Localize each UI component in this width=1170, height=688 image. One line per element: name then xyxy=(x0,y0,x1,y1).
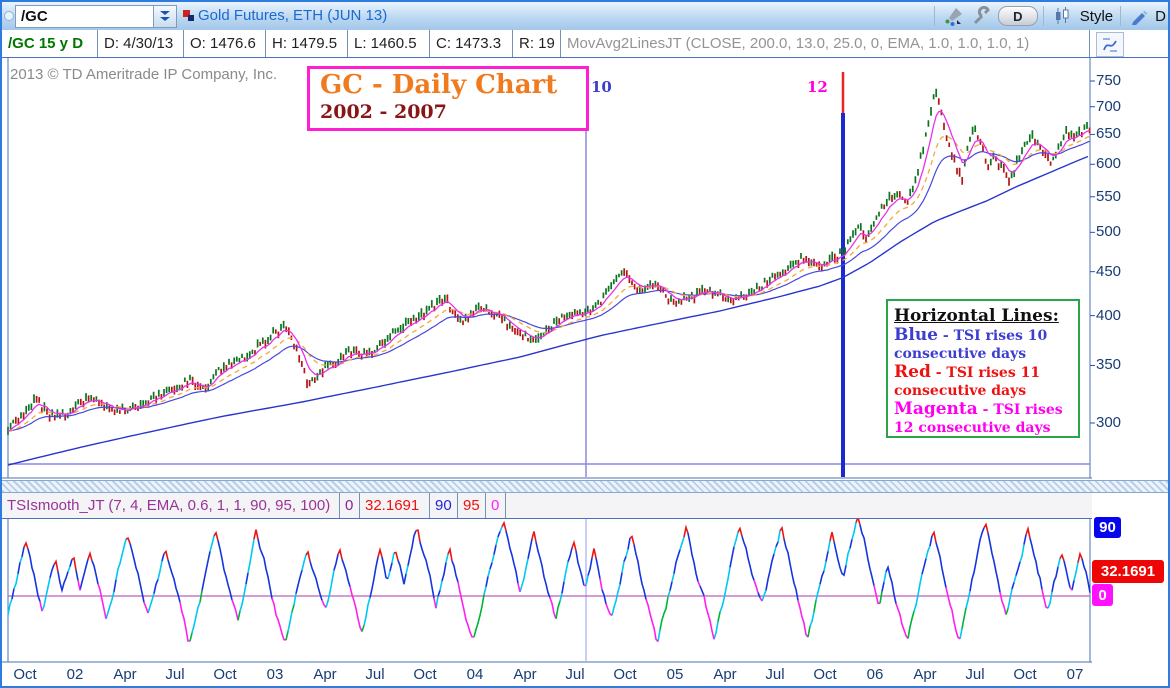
double-chevron-down-icon xyxy=(160,10,170,21)
level-tag-0: 0 xyxy=(1092,584,1113,606)
curve-icon xyxy=(1103,38,1117,51)
x-axis-label: Oct xyxy=(13,666,37,683)
x-axis-label: Oct xyxy=(213,666,237,683)
y-axis-label: 450 xyxy=(1096,262,1122,280)
current-value-tag: 32.1691 xyxy=(1092,560,1164,583)
tsi-value-0b: 0 xyxy=(486,493,506,518)
tsi-header-row: TSIsmooth_JT (7, 4, EMA, 0.6, 1, 1, 90, … xyxy=(2,493,1092,519)
legend-item-magenta: Magenta - TSI rises 12 consecutive days xyxy=(894,399,1063,436)
chart-title-box: GC - Daily Chart 2002 - 2007 xyxy=(307,66,589,131)
x-axis-label: Apr xyxy=(313,666,337,683)
quote-cell-low: L: 1460.5 xyxy=(348,30,430,57)
toolbar-right-group: D Style D xyxy=(932,4,1166,28)
x-axis-label: Apr xyxy=(113,666,137,683)
x-axis-label: 04 xyxy=(466,666,484,683)
y-axis-label: 700 xyxy=(1096,97,1122,115)
tsi-oscillator-segment xyxy=(39,578,1073,643)
toolbar-separator xyxy=(1120,6,1122,26)
y-axis-label: 400 xyxy=(1096,306,1122,324)
x-axis-label: Jul xyxy=(565,666,585,683)
drawing-pencil-button[interactable] xyxy=(1126,5,1152,27)
y-axis-label: 350 xyxy=(1096,356,1122,374)
wrench-icon xyxy=(973,6,990,25)
y-axis-label: 650 xyxy=(1096,125,1122,143)
tsi-oscillator-segment xyxy=(189,590,1009,642)
quote-cell-open: O: 1476.6 xyxy=(184,30,266,57)
x-axis-label: Apr xyxy=(713,666,737,683)
y-axis-label: 750 xyxy=(1096,72,1122,89)
x-axis-label: 07 xyxy=(1066,666,1084,683)
y-axis-label: 550 xyxy=(1096,187,1122,205)
x-axis-label: 03 xyxy=(266,666,284,683)
x-axis-label: Jul xyxy=(765,666,785,683)
quote-cell-date: D: 4/30/13 xyxy=(98,30,184,57)
tsi-study-label[interactable]: TSIsmooth_JT (7, 4, EMA, 0.6, 1, 1, 90, … xyxy=(2,493,340,518)
x-axis-label: Oct xyxy=(613,666,637,683)
brush-tools-icon xyxy=(945,8,962,26)
status-circle-icon xyxy=(4,11,14,21)
x-axis-label: Apr xyxy=(513,666,537,683)
level-tag-90: 90 xyxy=(1094,517,1121,538)
legend-box: Horizontal Lines: Blue - TSI rises 10 co… xyxy=(886,299,1080,438)
x-axis-label: 06 xyxy=(866,666,884,683)
quote-cell-symbol: /GC 15 y D xyxy=(2,30,98,57)
chart-title: GC - Daily Chart xyxy=(320,70,558,100)
y-axis-label: 600 xyxy=(1096,155,1122,173)
x-axis-label: Apr xyxy=(913,666,937,683)
legend-title: Horizontal Lines: xyxy=(894,306,1059,326)
instrument-description: Gold Futures, ETH (JUN 13) xyxy=(198,7,388,24)
annotation-10: 10 xyxy=(591,78,612,96)
symbol-dropdown-button[interactable] xyxy=(153,6,176,27)
pencil-icon xyxy=(1132,10,1148,25)
timeframe-d-button[interactable]: D xyxy=(997,6,1038,26)
legend-item-red: Red - TSI rises 11 consecutive days xyxy=(894,362,1041,399)
link-squares-icon xyxy=(183,10,194,21)
tsi-oscillator-segment xyxy=(11,524,1091,604)
cutoff-menu-label[interactable]: D xyxy=(1155,7,1166,25)
settings-wrench-button[interactable] xyxy=(969,5,995,27)
x-axis-label: Jul xyxy=(165,666,185,683)
symbol-field xyxy=(15,5,177,28)
chart-style-button[interactable] xyxy=(1049,5,1075,27)
tsi-value-95: 95 xyxy=(458,493,486,518)
x-axis-label: Jul xyxy=(365,666,385,683)
x-axis-label: Oct xyxy=(813,666,837,683)
style-button-label[interactable]: Style xyxy=(1079,7,1114,25)
y-axis-label: 500 xyxy=(1096,223,1122,241)
panel-splitter[interactable] xyxy=(2,480,1168,493)
annotation-12: 12 xyxy=(807,78,828,96)
y-axis-label: 300 xyxy=(1096,414,1122,431)
x-axis-label: 02 xyxy=(66,666,84,683)
tsi-value-90: 90 xyxy=(430,493,458,518)
x-axis-label: Oct xyxy=(1013,666,1037,683)
tsi-value-current: 32.1691 xyxy=(360,493,430,518)
symbol-input[interactable] xyxy=(16,6,153,27)
quote-cell-high: H: 1479.5 xyxy=(266,30,348,57)
toolbar-separator xyxy=(1042,6,1044,26)
x-axis-label: Oct xyxy=(413,666,437,683)
x-axis-label: 05 xyxy=(666,666,684,683)
tsi-oscillator-segment xyxy=(23,514,1083,572)
top-toolbar: Gold Futures, ETH (JUN 13) D xyxy=(2,2,1168,31)
tsi-value-0a: 0 xyxy=(340,493,360,518)
toolbar-separator xyxy=(933,6,935,26)
chart-subtitle: 2002 - 2007 xyxy=(320,101,447,123)
analyze-tools-button[interactable] xyxy=(940,5,966,27)
quote-cell-close: C: 1473.3 xyxy=(430,30,513,57)
tsi-oscillator-segment xyxy=(7,522,1079,642)
quote-cell-range: R: 19 xyxy=(513,30,561,57)
legend-item-blue: Blue - TSI rises 10 consecutive days xyxy=(894,325,1048,362)
candlestick-style-icon xyxy=(1055,7,1069,24)
study-label-movavg[interactable]: MovAvg2LinesJT (CLOSE, 200.0, 13.0, 25.0… xyxy=(561,30,1090,57)
x-axis-label: Jul xyxy=(965,666,985,683)
quote-row: /GC 15 y D D: 4/30/13 O: 1476.6 H: 1479.… xyxy=(2,30,1168,58)
copyright-text: 2013 © TD Ameritrade IP Company, Inc. xyxy=(10,66,278,83)
line-style-button[interactable] xyxy=(1096,32,1124,57)
